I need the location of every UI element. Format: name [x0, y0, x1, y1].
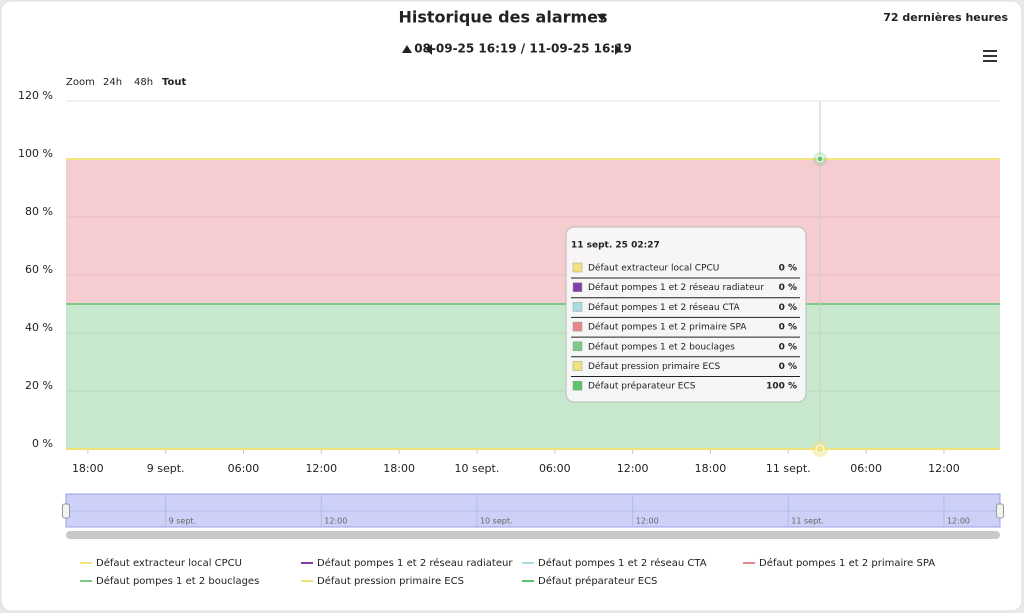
legend-label: Défaut pompes 1 et 2 bouclages [96, 575, 259, 587]
legend-item[interactable]: Défaut extracteur local CPCU [80, 557, 242, 569]
zoom-label: Zoom [66, 77, 95, 88]
menu-button[interactable] [983, 50, 997, 62]
legend-item[interactable]: Défaut pompes 1 et 2 réseau CTA [522, 557, 707, 569]
tooltip-value: 0 % [779, 342, 797, 352]
tooltip-swatch [572, 321, 583, 332]
legend-item[interactable]: Défaut pompes 1 et 2 primaire SPA [743, 557, 935, 569]
tooltip-name: Défaut extracteur local CPCU [588, 263, 719, 274]
tooltip-name: Défaut pression primaire ECS [588, 361, 721, 372]
tooltip-swatch [572, 282, 583, 292]
menu-bar [983, 55, 997, 57]
tooltip-swatch [572, 262, 583, 273]
legend-item[interactable]: Défaut pression primaire ECS [301, 575, 464, 587]
x-tick-label: 11 sept. [766, 462, 811, 475]
tooltip-name: Défaut préparateur ECS [588, 381, 696, 392]
chart-title[interactable]: Historique des alarmes [398, 8, 607, 27]
navigator-tick-label: 12:00 [636, 517, 659, 526]
legend-label: Défaut pompes 1 et 2 primaire SPA [759, 557, 935, 569]
tooltip-value: 0 % [779, 362, 797, 372]
x-tick-label: 12:00 [617, 462, 649, 475]
y-tick-label: 60 % [25, 263, 53, 276]
legend-label: Défaut pompes 1 et 2 réseau radiateur [317, 557, 513, 569]
navigator-tick-label: 11 sept. [791, 517, 824, 526]
menu-bar [983, 60, 997, 62]
tooltip-value: 0 % [779, 283, 797, 293]
navigator-tick-label: 10 sept. [480, 517, 513, 526]
tooltip-value: 0 % [779, 264, 797, 274]
tooltip: 11 sept. 25 02:27 Défaut extracteur local… [565, 226, 807, 403]
zoom-button[interactable]: 48h [134, 77, 153, 88]
y-tick-label: 20 % [25, 379, 53, 392]
tooltip-swatch [572, 361, 583, 371]
legend-label: Défaut extracteur local CPCU [96, 557, 242, 569]
x-tick-label: 06:00 [228, 462, 260, 475]
x-tick-label: 12:00 [305, 462, 337, 475]
tooltip-name: Défaut pompes 1 et 2 bouclages [588, 341, 735, 352]
y-tick-label: 0 % [32, 437, 53, 450]
x-tick-label: 18:00 [72, 462, 104, 475]
x-tick-label: 12:00 [928, 462, 960, 475]
tooltip-name: Défaut pompes 1 et 2 primaire SPA [588, 322, 747, 333]
tooltip-name: Défaut pompes 1 et 2 réseau CTA [588, 302, 741, 313]
menu-bar [983, 50, 997, 52]
legend-label: Défaut pompes 1 et 2 réseau CTA [538, 557, 707, 569]
navigator-handle [996, 503, 1004, 519]
tooltip-title: 11 sept. 25 02:27 [571, 241, 660, 251]
legend-label: Défaut préparateur ECS [538, 575, 657, 587]
tooltip-value: 0 % [779, 323, 797, 333]
zoom-button[interactable]: Tout [162, 77, 186, 88]
legend-item[interactable]: Défaut pompes 1 et 2 bouclages [80, 575, 259, 587]
tooltip-swatch [572, 341, 583, 352]
x-tick-label: 9 sept. [147, 462, 185, 475]
title-caret[interactable] [597, 14, 607, 21]
tooltip-box [565, 226, 807, 403]
y-tick-label: 40 % [25, 321, 53, 334]
y-tick-label: 100 % [18, 147, 53, 160]
legend-item[interactable]: Défaut préparateur ECS [522, 575, 657, 587]
x-tick-label: 18:00 [695, 462, 727, 475]
zoom-button[interactable]: 24h [103, 77, 122, 88]
tooltip-swatch [572, 380, 583, 391]
hover-point [815, 444, 825, 454]
x-tick-label: 10 sept. [455, 462, 500, 475]
up-button[interactable] [402, 45, 412, 53]
hover-point [816, 155, 824, 163]
tooltip-swatch [572, 302, 583, 312]
tooltip-value: 0 % [779, 303, 797, 313]
navigator-handle [62, 503, 70, 519]
navigator-tick-label: 12:00 [324, 517, 347, 526]
area [66, 304, 1000, 449]
range-label: 08-09-25 16:19 / 11-09-25 16:19 [414, 42, 632, 56]
subtitle: 72 dernières heures [883, 11, 1008, 24]
scrollbar [66, 531, 1000, 539]
area [66, 159, 1000, 304]
y-tick-label: 80 % [25, 205, 53, 218]
navigator-tick-label: 9 sept. [169, 517, 196, 526]
x-tick-label: 06:00 [539, 462, 571, 475]
prev-button[interactable] [426, 44, 432, 55]
x-tick-label: 18:00 [383, 462, 415, 475]
tooltip-name: Défaut pompes 1 et 2 réseau radiateur [588, 282, 764, 293]
next-button[interactable] [615, 44, 621, 55]
legend-item[interactable]: Défaut pompes 1 et 2 réseau radiateur [301, 557, 513, 569]
navigator-tick-label: 12:00 [947, 517, 970, 526]
y-tick-label: 120 % [18, 89, 53, 102]
legend-label: Défaut pression primaire ECS [317, 575, 464, 587]
tooltip-value: 100 % [766, 382, 797, 392]
x-tick-label: 06:00 [850, 462, 882, 475]
